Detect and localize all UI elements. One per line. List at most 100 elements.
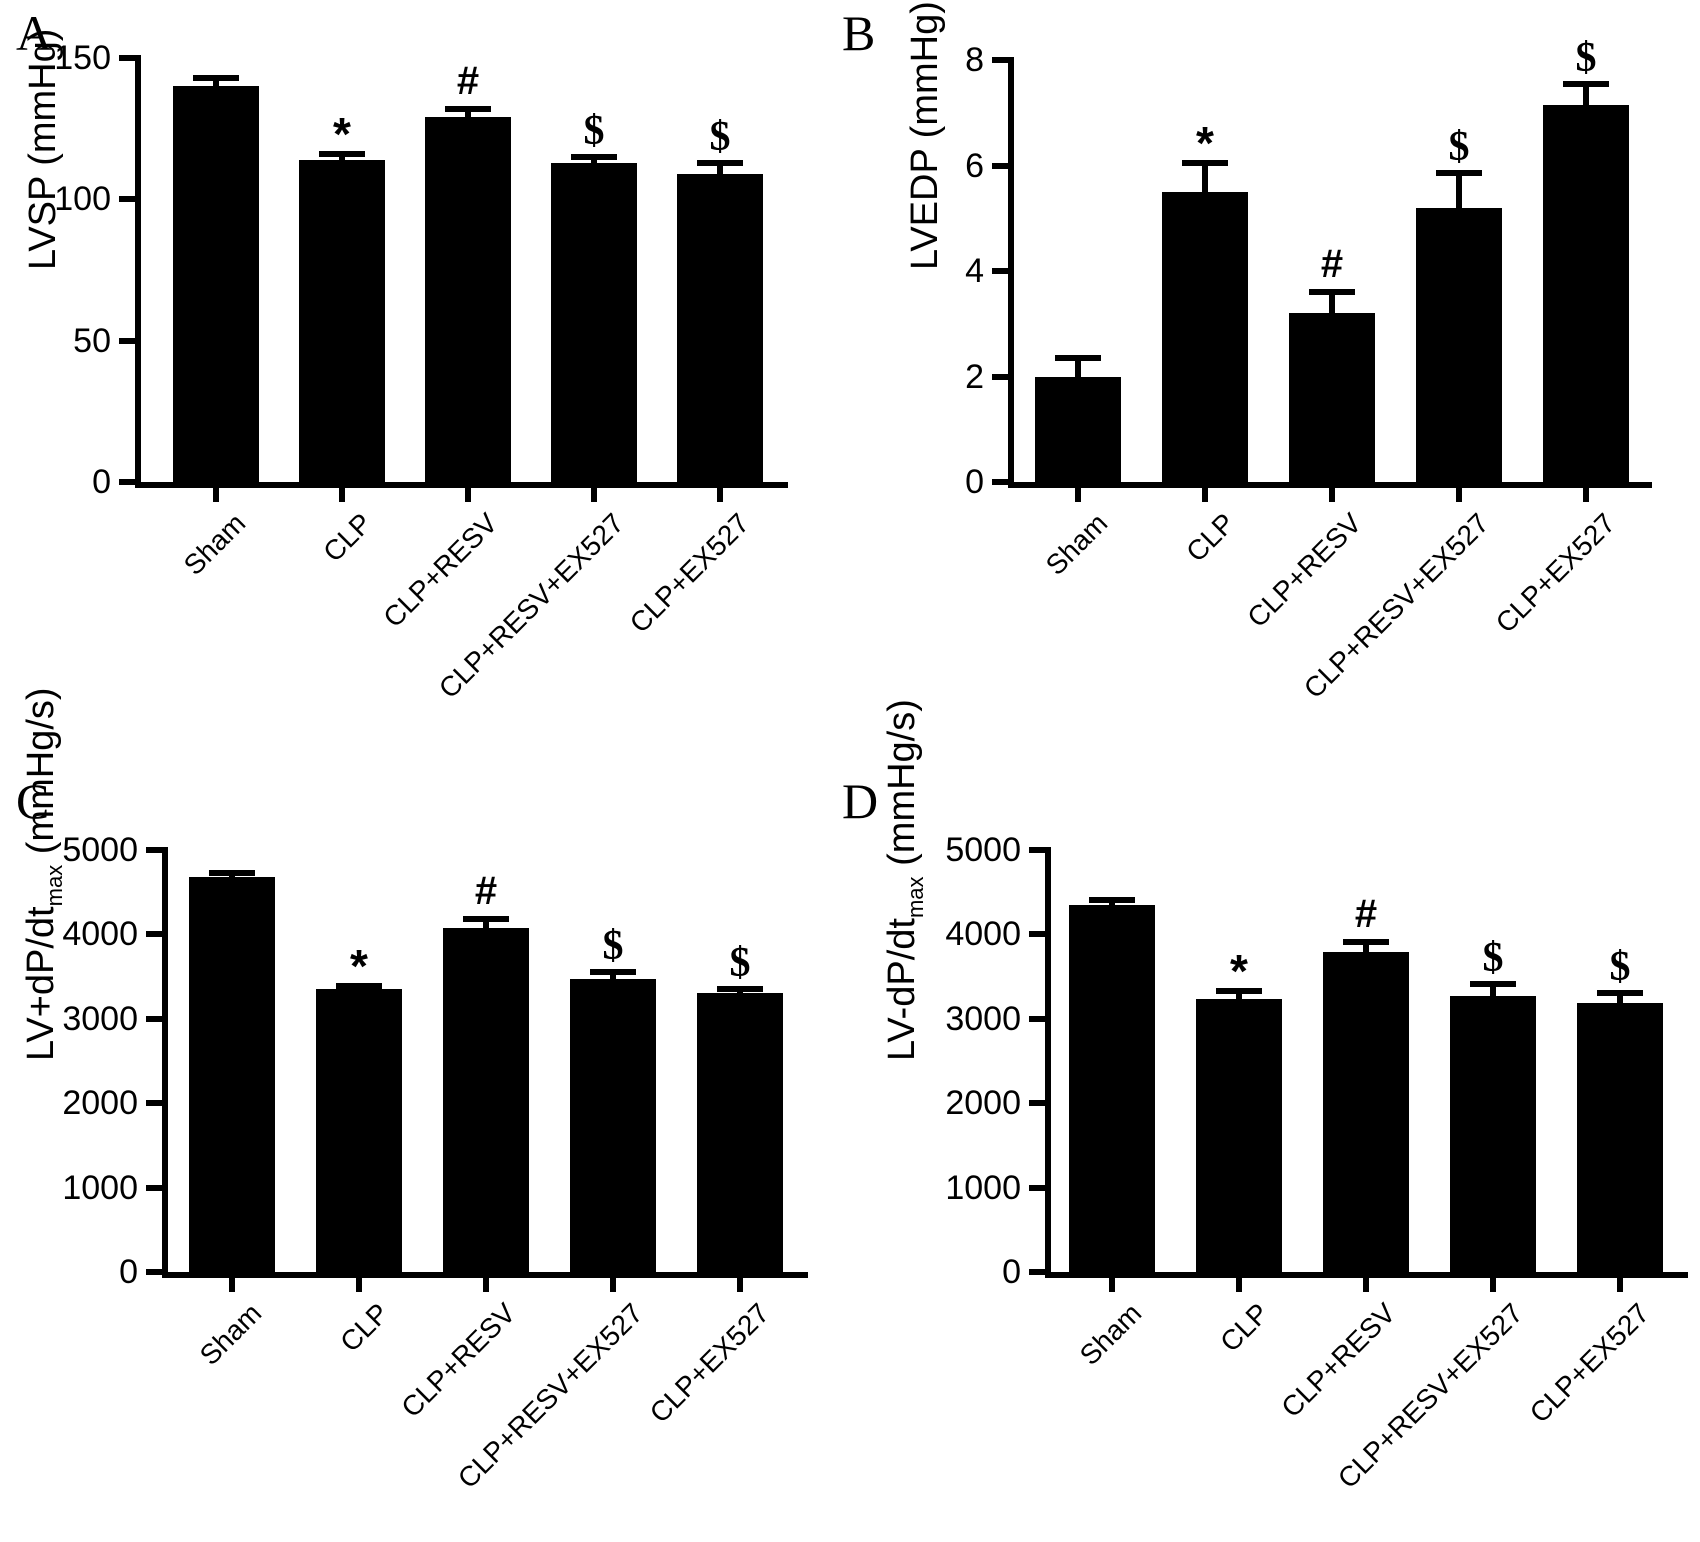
y-tick-label: 3000 [62,999,138,1038]
panel-letter-d: D [842,773,879,829]
y-tick [146,1269,162,1275]
bar [1035,376,1121,482]
y-tick-label: 1000 [945,1168,1021,1207]
y-tick [1029,1015,1045,1022]
error-bar-cap [463,916,509,923]
error-bar-cap [1563,80,1609,87]
x-tick-label: CLP+EX527 [1523,1297,1656,1429]
panel-letter-a: A [16,5,53,61]
bar [677,173,763,482]
significance-symbol: * [1196,116,1214,169]
error-bar-stem [610,971,616,984]
y-tick-label: 4000 [945,915,1021,954]
significance-symbol: # [1354,891,1378,936]
significance-symbol: # [1320,242,1344,287]
x-axis [1008,482,1652,488]
error-bar-stem [1456,173,1462,212]
x-tick [483,1278,489,1292]
error-bar-cap [336,982,382,989]
y-tick-label: 4000 [62,915,138,954]
bar [299,159,385,482]
bar [189,877,275,1272]
bar [1069,904,1155,1272]
bar [1289,313,1375,482]
y-tick-label: 8 [965,41,984,79]
y-axis [1045,847,1051,1278]
error-bar-stem [1363,941,1369,957]
y-tick-label: 2000 [62,1084,138,1123]
y-tick-label: 0 [1002,1253,1021,1291]
x-tick [356,1278,362,1292]
x-tick-label: Sham [1073,1297,1148,1371]
x-tick [1490,1278,1496,1292]
error-bar-cap [1470,981,1516,988]
x-tick [591,488,597,502]
y-tick-label: 0 [965,463,984,501]
y-tick-label: 100 [54,180,111,219]
y-axis [135,55,141,488]
y-tick [146,1100,162,1107]
x-axis [135,482,788,488]
x-tick [717,488,723,502]
error-bar-stem [339,154,345,164]
x-tick-label: CLP+RESV [1275,1297,1402,1424]
x-tick [1202,488,1208,502]
error-bar-cap [1597,990,1643,997]
significance-symbol: $ [1575,34,1597,81]
error-bar-cap [319,151,365,158]
significance-symbol: * [1230,944,1248,997]
x-tick [229,1278,235,1292]
error-bar-stem [229,872,235,881]
y-tick-label: 0 [119,1253,138,1291]
bar [1162,191,1248,482]
significance-symbol: # [456,58,480,103]
y-tick-label: 5000 [945,831,1021,869]
x-tick [1075,488,1081,502]
y-tick [119,55,135,61]
x-tick [1617,1278,1623,1292]
x-tick [465,488,471,502]
y-tick [119,196,135,203]
error-bar-stem [213,77,219,91]
panel-letter-b: B [842,5,876,61]
y-tick-label: 1000 [62,1168,138,1207]
error-bar-stem [465,108,471,122]
error-bar-cap [1055,355,1101,362]
panel-letter-c: C [16,773,50,829]
y-tick-label: 2000 [945,1084,1021,1123]
significance-symbol: $ [1448,124,1470,171]
x-tick [1583,488,1589,502]
y-tick [119,337,135,344]
error-bar-stem [483,919,489,932]
error-bar-stem [356,985,362,994]
error-bar-cap [193,74,239,81]
y-tick [1029,931,1045,938]
significance-symbol: * [350,939,368,992]
significance-symbol: # [474,869,498,914]
y-axis [1008,57,1014,488]
bar [1196,999,1282,1272]
y-tick-label: 2 [965,357,984,396]
y-tick [1029,1184,1045,1191]
x-tick [610,1278,616,1292]
y-tick-label: 150 [54,39,111,77]
y-tick-label: 5000 [62,831,138,869]
error-bar-cap [1309,289,1355,296]
bar [425,117,511,482]
bar [1543,104,1629,482]
significance-symbol: $ [709,113,731,160]
y-tick [992,479,1008,485]
y-tick [146,1015,162,1022]
significance-symbol: $ [602,922,624,969]
error-bar-cap [717,986,763,993]
bar [570,979,656,1272]
y-tick [992,57,1008,63]
x-axis [162,1272,808,1278]
error-bar-stem [591,156,597,167]
y-tick [1029,1269,1045,1275]
error-bar-cap [590,968,636,975]
error-bar-cap [571,153,617,160]
